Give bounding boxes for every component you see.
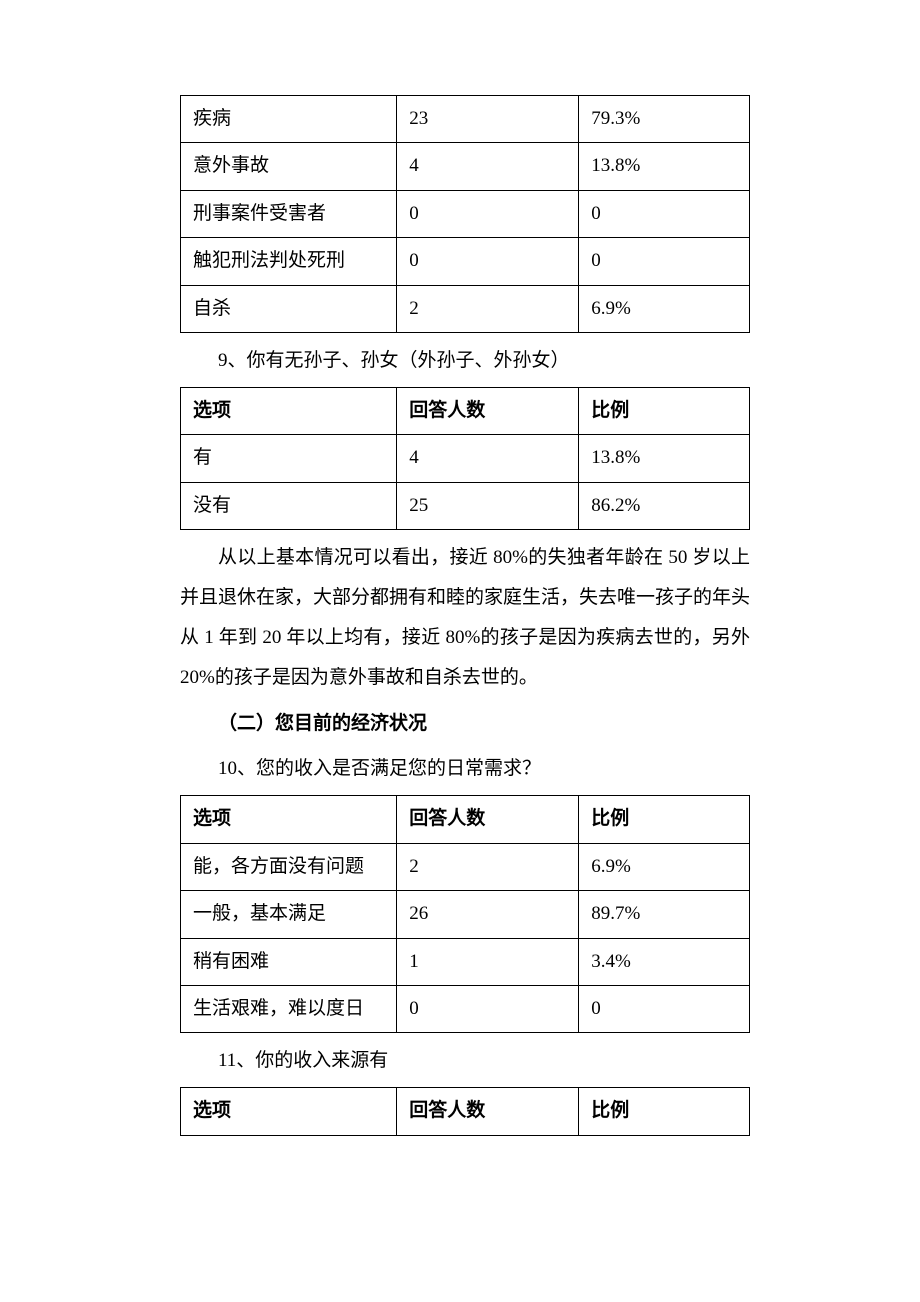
table-cell-option: 有: [181, 435, 397, 482]
table-income-sufficiency: 选项 回答人数 比例 能，各方面没有问题 2 6.9% 一般，基本满足 26 8…: [180, 795, 750, 1033]
table-header-ratio: 比例: [579, 796, 750, 843]
table-header-option: 选项: [181, 796, 397, 843]
table-cell-option: 意外事故: [181, 143, 397, 190]
table-cell-ratio: 86.2%: [579, 482, 750, 529]
table-header-ratio: 比例: [579, 387, 750, 434]
table-cell-ratio: 0: [579, 238, 750, 285]
table-header-ratio: 比例: [579, 1088, 750, 1135]
table-header-row: 选项 回答人数 比例: [181, 796, 750, 843]
table-cell-count: 0: [397, 190, 579, 237]
table-cell-ratio: 89.7%: [579, 891, 750, 938]
table-income-source: 选项 回答人数 比例: [180, 1087, 750, 1135]
table-cell-option: 疾病: [181, 96, 397, 143]
table-cell-count: 1: [397, 938, 579, 985]
table-row: 意外事故 4 13.8%: [181, 143, 750, 190]
table-cell-option: 没有: [181, 482, 397, 529]
table-row: 有 4 13.8%: [181, 435, 750, 482]
table-row: 疾病 23 79.3%: [181, 96, 750, 143]
table-cell-count: 0: [397, 238, 579, 285]
summary-paragraph: 从以上基本情况可以看出，接近 80%的失独者年龄在 50 岁以上并且退休在家，大…: [180, 538, 750, 698]
table-cell-ratio: 0: [579, 985, 750, 1032]
table-cell-count: 25: [397, 482, 579, 529]
table-cell-count: 0: [397, 985, 579, 1032]
table-row: 稍有困难 1 3.4%: [181, 938, 750, 985]
question-11-text: 11、你的收入来源有: [180, 1041, 750, 1081]
table-cell-ratio: 13.8%: [579, 143, 750, 190]
table-row: 没有 25 86.2%: [181, 482, 750, 529]
table-cell-option: 一般，基本满足: [181, 891, 397, 938]
table-header-row: 选项 回答人数 比例: [181, 1088, 750, 1135]
table-cell-option: 能，各方面没有问题: [181, 843, 397, 890]
table-cell-count: 26: [397, 891, 579, 938]
table-cell-ratio: 3.4%: [579, 938, 750, 985]
table-row: 刑事案件受害者 0 0: [181, 190, 750, 237]
document-content: 疾病 23 79.3% 意外事故 4 13.8% 刑事案件受害者 0 0 触犯刑…: [180, 95, 750, 1136]
table-cell-ratio: 79.3%: [579, 96, 750, 143]
table-cell-count: 23: [397, 96, 579, 143]
table-header-count: 回答人数: [397, 796, 579, 843]
table-cell-ratio: 6.9%: [579, 843, 750, 890]
table-cell-option: 生活艰难，难以度日: [181, 985, 397, 1032]
table-row: 一般，基本满足 26 89.7%: [181, 891, 750, 938]
table-cell-ratio: 6.9%: [579, 285, 750, 332]
table-cell-ratio: 0: [579, 190, 750, 237]
section-heading-economic: （二）您目前的经济状况: [180, 704, 750, 744]
table-grandchildren: 选项 回答人数 比例 有 4 13.8% 没有 25 86.2%: [180, 387, 750, 530]
table-cell-count: 4: [397, 143, 579, 190]
table-cell-option: 自杀: [181, 285, 397, 332]
table-header-count: 回答人数: [397, 387, 579, 434]
table-row: 生活艰难，难以度日 0 0: [181, 985, 750, 1032]
table-row: 自杀 2 6.9%: [181, 285, 750, 332]
table-header-option: 选项: [181, 1088, 397, 1135]
table-cell-option: 刑事案件受害者: [181, 190, 397, 237]
table-header-row: 选项 回答人数 比例: [181, 387, 750, 434]
question-10-text: 10、您的收入是否满足您的日常需求？: [180, 749, 750, 789]
table-header-option: 选项: [181, 387, 397, 434]
table-cell-count: 4: [397, 435, 579, 482]
table-row: 触犯刑法判处死刑 0 0: [181, 238, 750, 285]
table-cell-ratio: 13.8%: [579, 435, 750, 482]
table-cell-option: 触犯刑法判处死刑: [181, 238, 397, 285]
table-header-count: 回答人数: [397, 1088, 579, 1135]
table-cause-of-death: 疾病 23 79.3% 意外事故 4 13.8% 刑事案件受害者 0 0 触犯刑…: [180, 95, 750, 333]
table-row: 能，各方面没有问题 2 6.9%: [181, 843, 750, 890]
question-9-text: 9、你有无孙子、孙女（外孙子、外孙女）: [180, 341, 750, 381]
table-cell-count: 2: [397, 843, 579, 890]
table-cell-option: 稍有困难: [181, 938, 397, 985]
table-cell-count: 2: [397, 285, 579, 332]
